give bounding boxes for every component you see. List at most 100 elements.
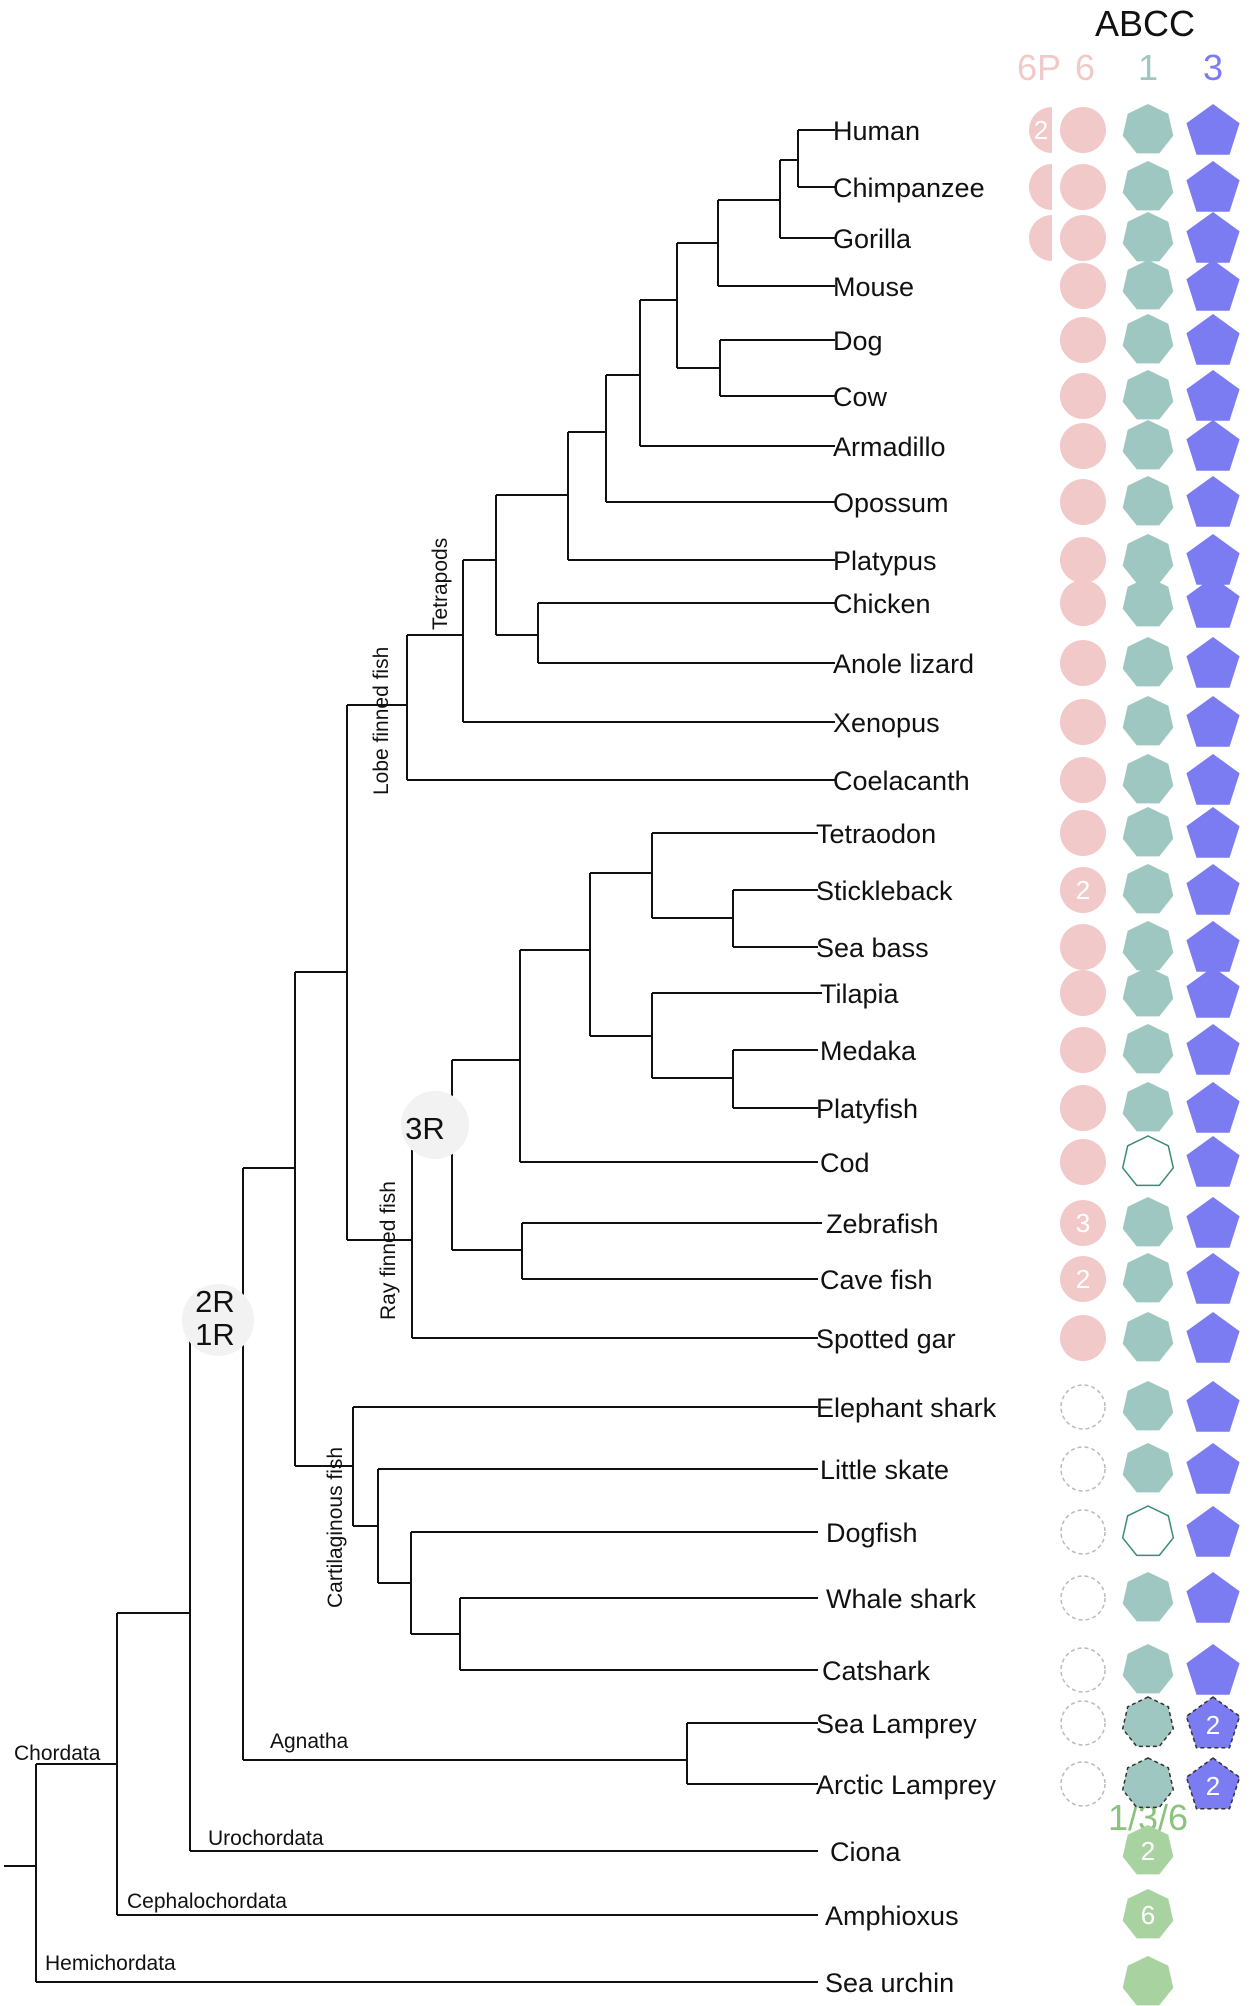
abcc6-symbol	[1060, 1315, 1106, 1361]
abcc3-symbol	[1186, 1082, 1240, 1133]
abcc3-uncertain-symbol	[1185, 1757, 1241, 1810]
gene-row-cow	[1060, 370, 1240, 421]
abcc1-absent-symbol	[1121, 1135, 1175, 1187]
ancestral-abcc-symbol	[1122, 1889, 1174, 1939]
abcc6-symbol	[1060, 317, 1106, 363]
abcc3-symbol	[1186, 696, 1240, 747]
species-label-sea-lamprey: Sea Lamprey	[816, 1709, 977, 1739]
gene-row-xenopus	[1060, 696, 1240, 747]
abcc3-symbol	[1186, 754, 1240, 805]
abcc1-absent-symbol	[1121, 1505, 1175, 1557]
abcc6-symbol	[1060, 164, 1106, 210]
abcc3-symbol	[1186, 314, 1240, 365]
abcc1-symbol	[1122, 1644, 1174, 1694]
abcc1-symbol	[1122, 212, 1174, 262]
gene-row-coelacanth	[1060, 754, 1240, 805]
abcc3-symbol	[1186, 1136, 1240, 1187]
tree-branches	[4, 129, 835, 1983]
clade-label-ray-finned-fish: Ray finned fish	[377, 1181, 400, 1320]
abcc1-symbol	[1122, 921, 1174, 971]
abcc3-symbol	[1186, 1312, 1240, 1363]
column-header-abcc3: 3	[1203, 47, 1223, 88]
gene-row-ciona: 2	[1122, 1825, 1174, 1875]
species-label-gorilla: Gorilla	[833, 224, 912, 254]
abcc1-symbol	[1122, 370, 1174, 420]
gene-row-opossum	[1060, 476, 1240, 527]
abcc6-symbol	[1060, 373, 1106, 419]
gene-row-platyfish	[1060, 1082, 1240, 1133]
species-label-cow: Cow	[833, 382, 888, 412]
species-label-zebrafish: Zebrafish	[826, 1209, 939, 1239]
gene-row-amphioxus: 6	[1122, 1889, 1174, 1939]
abcc3-symbol	[1186, 864, 1240, 915]
species-label-medaka: Medaka	[820, 1036, 917, 1066]
abcc6-symbol	[1060, 1085, 1106, 1131]
abcc6-absent-symbol	[1060, 1384, 1106, 1430]
gene-row-zebrafish: 3	[1060, 1197, 1240, 1248]
abcc1-symbol	[1122, 104, 1174, 154]
gene-row-elephant-shark	[1060, 1381, 1240, 1432]
abcc1-symbol	[1122, 1197, 1174, 1247]
abcc3-symbol	[1186, 1443, 1240, 1494]
abcc3-symbol	[1186, 1197, 1240, 1248]
abcc1-symbol	[1122, 1253, 1174, 1303]
abcc3-symbol	[1186, 807, 1240, 858]
species-label-cod: Cod	[820, 1148, 870, 1178]
abcc1-symbol	[1122, 1024, 1174, 1074]
abcc1-symbol	[1122, 1572, 1174, 1622]
abcc1-symbol	[1122, 967, 1174, 1017]
abcc1-uncertain-symbol	[1121, 1757, 1175, 1809]
abcc1-symbol	[1122, 577, 1174, 627]
gene-row-sea-urchin	[1122, 1956, 1174, 2006]
abcc3-symbol	[1186, 1644, 1240, 1695]
gene-row-catshark	[1060, 1644, 1240, 1695]
abcc6-count: 3	[1076, 1208, 1090, 1238]
abcc1-symbol	[1122, 534, 1174, 584]
wgd-markers: 3R 2R 1R	[182, 1091, 469, 1356]
ancestral-abcc-symbol	[1122, 1825, 1174, 1875]
abcc1-symbol	[1122, 807, 1174, 857]
abcc3-symbol	[1186, 370, 1240, 421]
species-label-catshark: Catshark	[822, 1656, 931, 1686]
abcc1-symbol	[1122, 754, 1174, 804]
gene-row-chimpanzee	[1029, 161, 1240, 212]
abcc3-symbol	[1186, 476, 1240, 527]
species-label-sea-urchin: Sea urchin	[825, 1968, 954, 1998]
gene-row-dog	[1060, 314, 1240, 365]
species-label-dogfish: Dogfish	[826, 1518, 918, 1548]
1r-label: 1R	[195, 1317, 235, 1352]
gene-row-arctic-lamprey: 2	[1060, 1757, 1241, 1810]
abcc3-symbol	[1186, 212, 1240, 263]
abcc3-uncertain-symbol	[1185, 1696, 1241, 1749]
clade-label-cartilaginous-fish: Cartilaginous fish	[324, 1447, 347, 1608]
species-label-armadillo: Armadillo	[833, 432, 946, 462]
abcc3-symbol	[1186, 161, 1240, 212]
species-label-amphioxus: Amphioxus	[825, 1901, 959, 1931]
abcc6-symbol	[1060, 215, 1106, 261]
gene-row-sea-bass	[1060, 921, 1240, 972]
species-label-little-skate: Little skate	[820, 1455, 949, 1485]
gene-row-little-skate	[1060, 1443, 1240, 1494]
abcc6-symbol	[1060, 757, 1106, 803]
species-label-tilapia: Tilapia	[820, 979, 900, 1009]
abcc6-symbol	[1060, 640, 1106, 686]
abcc1-symbol	[1122, 864, 1174, 914]
abcc1-symbol	[1122, 1312, 1174, 1362]
abcc6-absent-symbol	[1060, 1647, 1106, 1693]
abcc1-symbol	[1122, 476, 1174, 526]
column-header-abcc6: 6	[1075, 47, 1095, 88]
abcc6-symbol	[1060, 924, 1106, 970]
species-label-spotted-gar: Spotted gar	[816, 1324, 956, 1354]
abcc1-symbol	[1122, 1381, 1174, 1431]
abcc6-symbol	[1060, 867, 1106, 913]
clade-label-hemichordata: Hemichordata	[45, 1952, 176, 1975]
ancestral-abcc-count: 2	[1141, 1836, 1155, 1866]
gene-presence-matrix: 2 2 3 2 2 2 2 6	[1029, 104, 1241, 2006]
abcc6-count: 2	[1076, 1264, 1090, 1294]
abcc6-symbol	[1060, 537, 1106, 583]
abcc3-symbol	[1186, 260, 1240, 311]
gene-row-whale-shark	[1060, 1572, 1240, 1623]
abcc6-symbol	[1060, 970, 1106, 1016]
abcc1-symbol	[1122, 1082, 1174, 1132]
